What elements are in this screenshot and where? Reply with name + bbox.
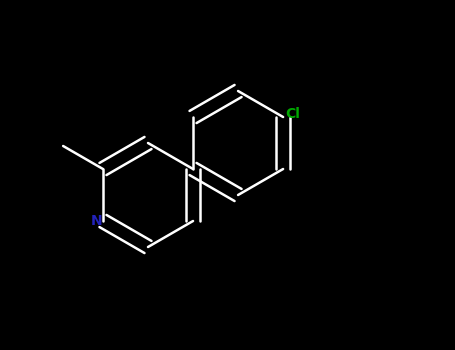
Text: N: N (91, 214, 103, 228)
Text: Cl: Cl (286, 107, 301, 121)
